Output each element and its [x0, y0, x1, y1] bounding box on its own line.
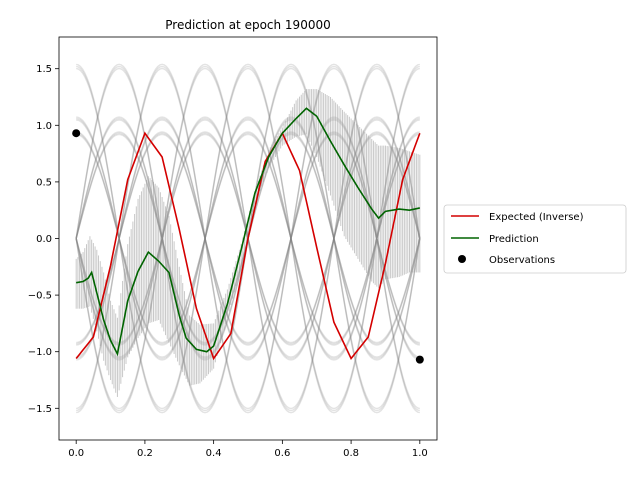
y-tick-label: 0.5: [36, 177, 52, 188]
legend: Expected (Inverse) Prediction Observatio…: [443, 204, 627, 274]
background-curve: [76, 132, 420, 345]
background-curve: [76, 132, 420, 345]
background-curve: [76, 119, 420, 358]
x-tick-label: 0.6: [274, 448, 290, 459]
series-line-expected: [75, 131, 421, 361]
x-tick-label: 0.4: [206, 448, 222, 459]
background-curve: [76, 119, 420, 358]
y-tick-label: 0.0: [36, 234, 52, 245]
y-tick-label: 1.0: [36, 121, 52, 132]
y-axis: −1.5 −1.0 −0.5 0.0 0.5 1.0 1.5: [28, 64, 59, 415]
x-tick-label: 1.0: [412, 448, 428, 459]
background-curve: [76, 133, 420, 344]
legend-box: [443, 204, 627, 274]
y-tick-label: −1.0: [28, 347, 52, 358]
series-line-prediction: [76, 107, 420, 357]
observation-point: [415, 355, 424, 364]
background-curve: [76, 65, 420, 412]
background-curve: [76, 116, 420, 361]
x-axis: 0.0 0.2 0.4 0.6 0.8 1.0: [68, 440, 428, 459]
chart-title: Prediction at epoch 190000: [165, 18, 330, 32]
background-curve: [76, 116, 420, 361]
observation-points: [72, 129, 424, 364]
background-curve: [76, 63, 420, 414]
x-tick-label: 0.8: [343, 448, 359, 459]
x-tick-label: 0.2: [137, 448, 153, 459]
background-curve: [76, 67, 420, 410]
background-curve: [76, 131, 420, 346]
background-curve: [76, 133, 420, 344]
series-lines: [75, 107, 421, 361]
y-tick-label: −0.5: [28, 291, 52, 302]
background-curve: [76, 131, 420, 346]
y-tick-label: 1.5: [36, 64, 52, 75]
legend-label-prediction: Prediction: [489, 234, 539, 245]
background-curve: [76, 117, 420, 360]
legend-label-expected: Expected (Inverse): [489, 212, 584, 223]
legend-label-observations: Observations: [489, 255, 555, 266]
background-curve: [76, 63, 420, 414]
x-tick-label: 0.0: [68, 448, 84, 459]
y-tick-label: −1.5: [28, 404, 52, 415]
observation-point: [72, 129, 81, 138]
plot-area: [72, 63, 424, 414]
background-curve: [76, 67, 420, 410]
background-curve: [76, 65, 420, 412]
background-curves: [75, 63, 421, 414]
legend-swatch-observations: [458, 255, 466, 263]
background-curve: [76, 117, 420, 360]
